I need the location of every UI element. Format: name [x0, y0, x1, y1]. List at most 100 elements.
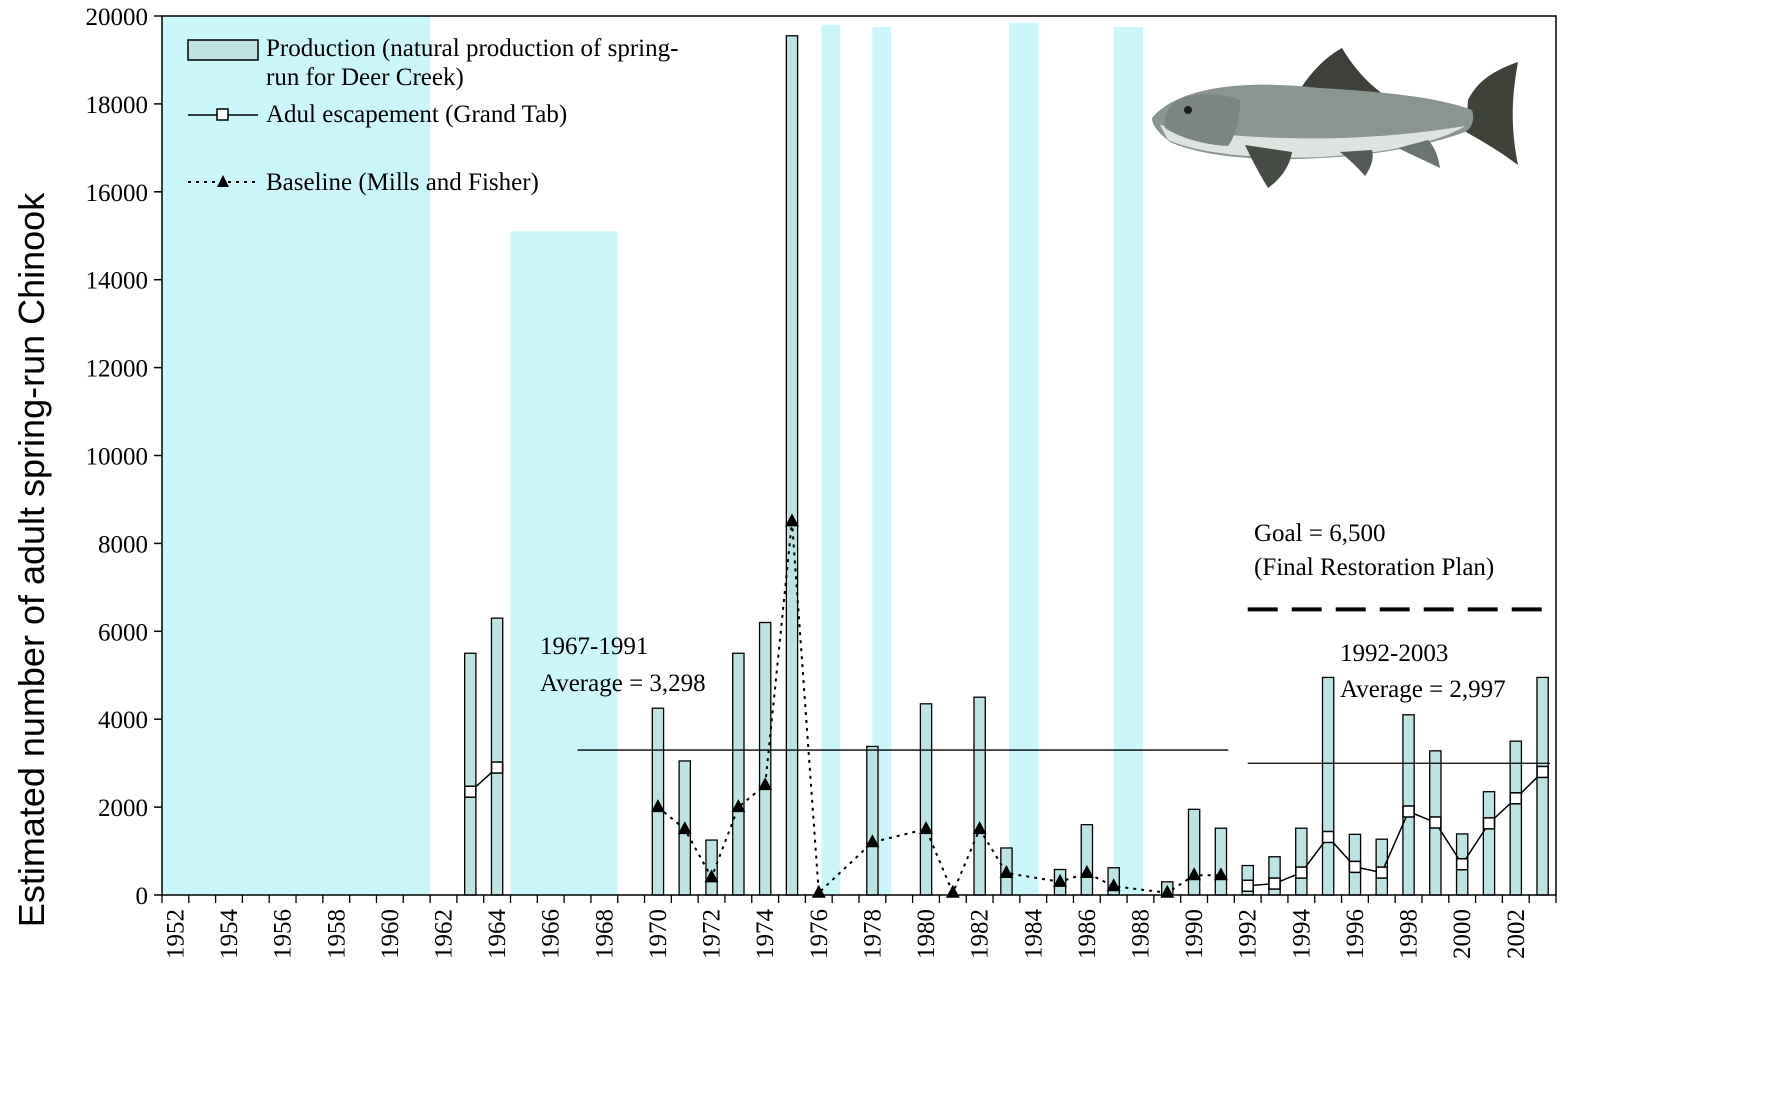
reference-lines [577, 607, 1550, 764]
bar-1990 [1187, 808, 1201, 896]
escapement-point-1964 [490, 761, 504, 774]
bar-1991 [1214, 827, 1228, 896]
y-tick-label-10000: 10000 [86, 444, 149, 471]
bar-1995 [1321, 676, 1335, 896]
bar-1986 [1080, 824, 1094, 896]
baseline-series [650, 513, 1228, 898]
baseline-point-1972 [704, 869, 719, 883]
shaded-region-1 [162, 231, 431, 896]
baseline-point-1983 [999, 865, 1014, 879]
legend-label-production-1: Production (natural production of spring… [266, 35, 678, 62]
escapement-point-1992 [1241, 879, 1254, 893]
y-tick-label-0: 0 [136, 883, 149, 910]
baseline-point-1971 [677, 821, 692, 835]
x-tick-label-1966: 1966 [538, 909, 565, 959]
y-tick-label-2000: 2000 [98, 795, 148, 822]
x-tick-label-1974: 1974 [752, 909, 779, 960]
bar-1975 [785, 35, 799, 896]
bar-2003 [1536, 676, 1549, 896]
escapement-series [464, 761, 1549, 893]
bar-1978 [866, 745, 879, 896]
y-tick-label-20000: 20000 [86, 4, 149, 31]
legend-swatch-escapement-marker [216, 108, 229, 121]
baseline-point-1991 [1213, 867, 1228, 881]
baseline-point-1970 [650, 799, 665, 813]
y-tick-label-8000: 8000 [98, 531, 148, 558]
bar-1973 [732, 652, 745, 896]
escapement-point-2002 [1509, 792, 1523, 805]
production-bars [464, 35, 1549, 896]
x-tick-label-1982: 1982 [967, 909, 994, 959]
baseline-point-1974 [758, 777, 773, 791]
legend-swatch-baseline-marker [217, 175, 229, 187]
baseline-point-1980 [919, 821, 934, 835]
y-tick-label-14000: 14000 [86, 268, 149, 295]
legend-swatch-production [187, 39, 259, 61]
x-tick-label-1990: 1990 [1181, 909, 1208, 959]
bar-2002 [1509, 740, 1523, 896]
y-tick-label-18000: 18000 [86, 92, 149, 119]
x-tick-label-1996: 1996 [1342, 909, 1369, 959]
x-tick-label-1976: 1976 [806, 909, 833, 959]
x-tick-label-1970: 1970 [645, 909, 672, 959]
legend: Production (natural production of spring… [187, 35, 678, 196]
bar-1974 [758, 621, 772, 896]
x-tick-label-1964: 1964 [484, 909, 511, 960]
bar-1972 [705, 839, 718, 896]
baseline-point-1978 [865, 834, 880, 848]
shaded-region-6 [1113, 26, 1144, 896]
baseline-point-1981 [945, 884, 960, 898]
x-tick-label-1962: 1962 [430, 909, 457, 959]
x-tick-label-1998: 1998 [1396, 909, 1423, 959]
y-ticks: 0 2000 4000 6000 8000 10000 12000 14000 16000 180… [86, 4, 162, 910]
x-tick-label-1992: 1992 [1235, 909, 1262, 959]
bar-1964 [490, 617, 504, 896]
y-tick-label-16000: 16000 [86, 180, 149, 207]
x-ticks: 1952 1954 1956 1958 1960 1962 1964 1966 1968 1970… [161, 895, 1557, 960]
baseline-point-1985 [1053, 873, 1068, 887]
x-tick-label-1986: 1986 [1074, 909, 1101, 959]
escapement-point-1996 [1348, 860, 1362, 874]
salmon-fish-illustration-icon [1152, 48, 1518, 188]
baseline-point-1987 [1106, 878, 1121, 892]
escapement-point-1999 [1429, 816, 1442, 829]
annotation-avg2-value: Average = 2,997 [1340, 676, 1506, 703]
x-tick-label-1994: 1994 [1288, 909, 1315, 960]
x-tick-label-1972: 1972 [699, 909, 726, 959]
shaded-region-5 [1009, 22, 1039, 895]
baseline-line [657, 521, 1221, 896]
x-tick-label-1958: 1958 [323, 909, 350, 959]
x-tick-label-1956: 1956 [270, 909, 297, 959]
bar-1980 [919, 703, 933, 896]
escapement-point-1995 [1321, 830, 1335, 844]
baseline-point-1986 [1079, 865, 1094, 879]
bar-1982 [973, 696, 986, 896]
annotations: 1967-1991 Average = 3,298 1992-2003 Aver… [540, 520, 1506, 703]
x-tick-label-1978: 1978 [859, 909, 886, 959]
escapement-point-1993 [1268, 877, 1281, 890]
baseline-point-1982 [972, 821, 987, 835]
bar-2001 [1482, 791, 1496, 896]
x-tick-label-1952: 1952 [162, 909, 189, 959]
bar-1998 [1402, 714, 1415, 896]
baseline-point-1973 [731, 799, 746, 813]
annotation-avg2-period: 1992-2003 [1340, 640, 1448, 667]
shaded-region-3 [821, 24, 841, 896]
legend-label-baseline: Baseline (Mills and Fisher) [266, 169, 539, 196]
baseline-point-1990 [1187, 867, 1202, 881]
x-tick-label-1980: 1980 [913, 909, 940, 959]
escapement-point-2003 [1536, 765, 1549, 779]
x-tick-label-2002: 2002 [1503, 909, 1530, 959]
x-tick-label-2000: 2000 [1449, 909, 1476, 959]
escapement-point-2001 [1482, 817, 1496, 830]
baseline-point-1975 [784, 513, 799, 527]
annotation-goal-value: Goal = 6,500 [1254, 520, 1385, 547]
legend-label-production-2: run for Deer Creek) [266, 64, 464, 91]
escapement-line-1 [1247, 771, 1544, 887]
annotation-goal-plan: (Final Restoration Plan) [1254, 554, 1494, 581]
escapement-point-1997 [1375, 866, 1388, 879]
escapement-point-1963 [464, 785, 477, 798]
y-tick-label-4000: 4000 [98, 707, 148, 734]
x-tick-label-1988: 1988 [1127, 909, 1154, 959]
